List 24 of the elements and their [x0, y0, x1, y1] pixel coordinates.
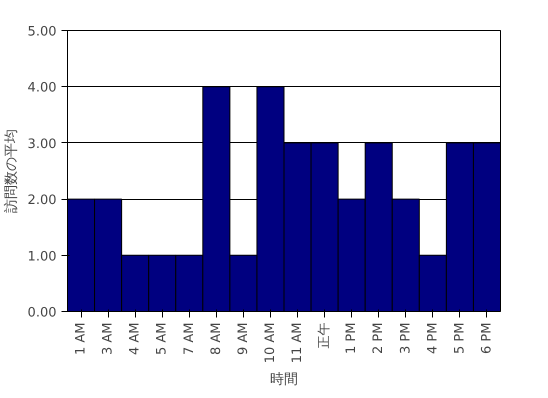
x-tick-label: 10 AM [262, 322, 278, 364]
x-tick-label: 6 PM [479, 322, 494, 354]
x-tick-label: 1 AM [74, 322, 89, 356]
x-tick-label: 5 AM [154, 322, 170, 356]
y-tick-label: 1.00 [28, 249, 57, 264]
y-tick-label: 0.00 [28, 306, 57, 320]
x-tick-label: 9 AM [236, 322, 251, 356]
y-tick-label: 3.00 [28, 136, 57, 152]
x-tick-label: 1 PM [344, 322, 360, 354]
x-tick-label: 3 PM [398, 322, 414, 354]
y-tick-label: 5.00 [28, 24, 57, 40]
x-tick-label: 4 AM [128, 322, 143, 356]
x-tick-label: 3 AM [100, 322, 116, 356]
y-tick-label: 2.00 [28, 193, 57, 208]
x-tick-label: 4 PM [425, 322, 440, 354]
x-tick-label: 8 AM [208, 322, 224, 356]
x-tick-label: 5 PM [452, 322, 468, 354]
y-axis-title: 訪問数の平均 [4, 129, 20, 213]
x-tick-label: 正午 [317, 322, 332, 348]
x-axis-title: 時間 [270, 371, 298, 388]
x-tick-label: 7 AM [182, 322, 197, 356]
x-tick-label: 2 PM [371, 322, 386, 354]
x-tick-label: 11 AM [290, 322, 306, 364]
y-tick-label: 4.00 [28, 80, 57, 96]
